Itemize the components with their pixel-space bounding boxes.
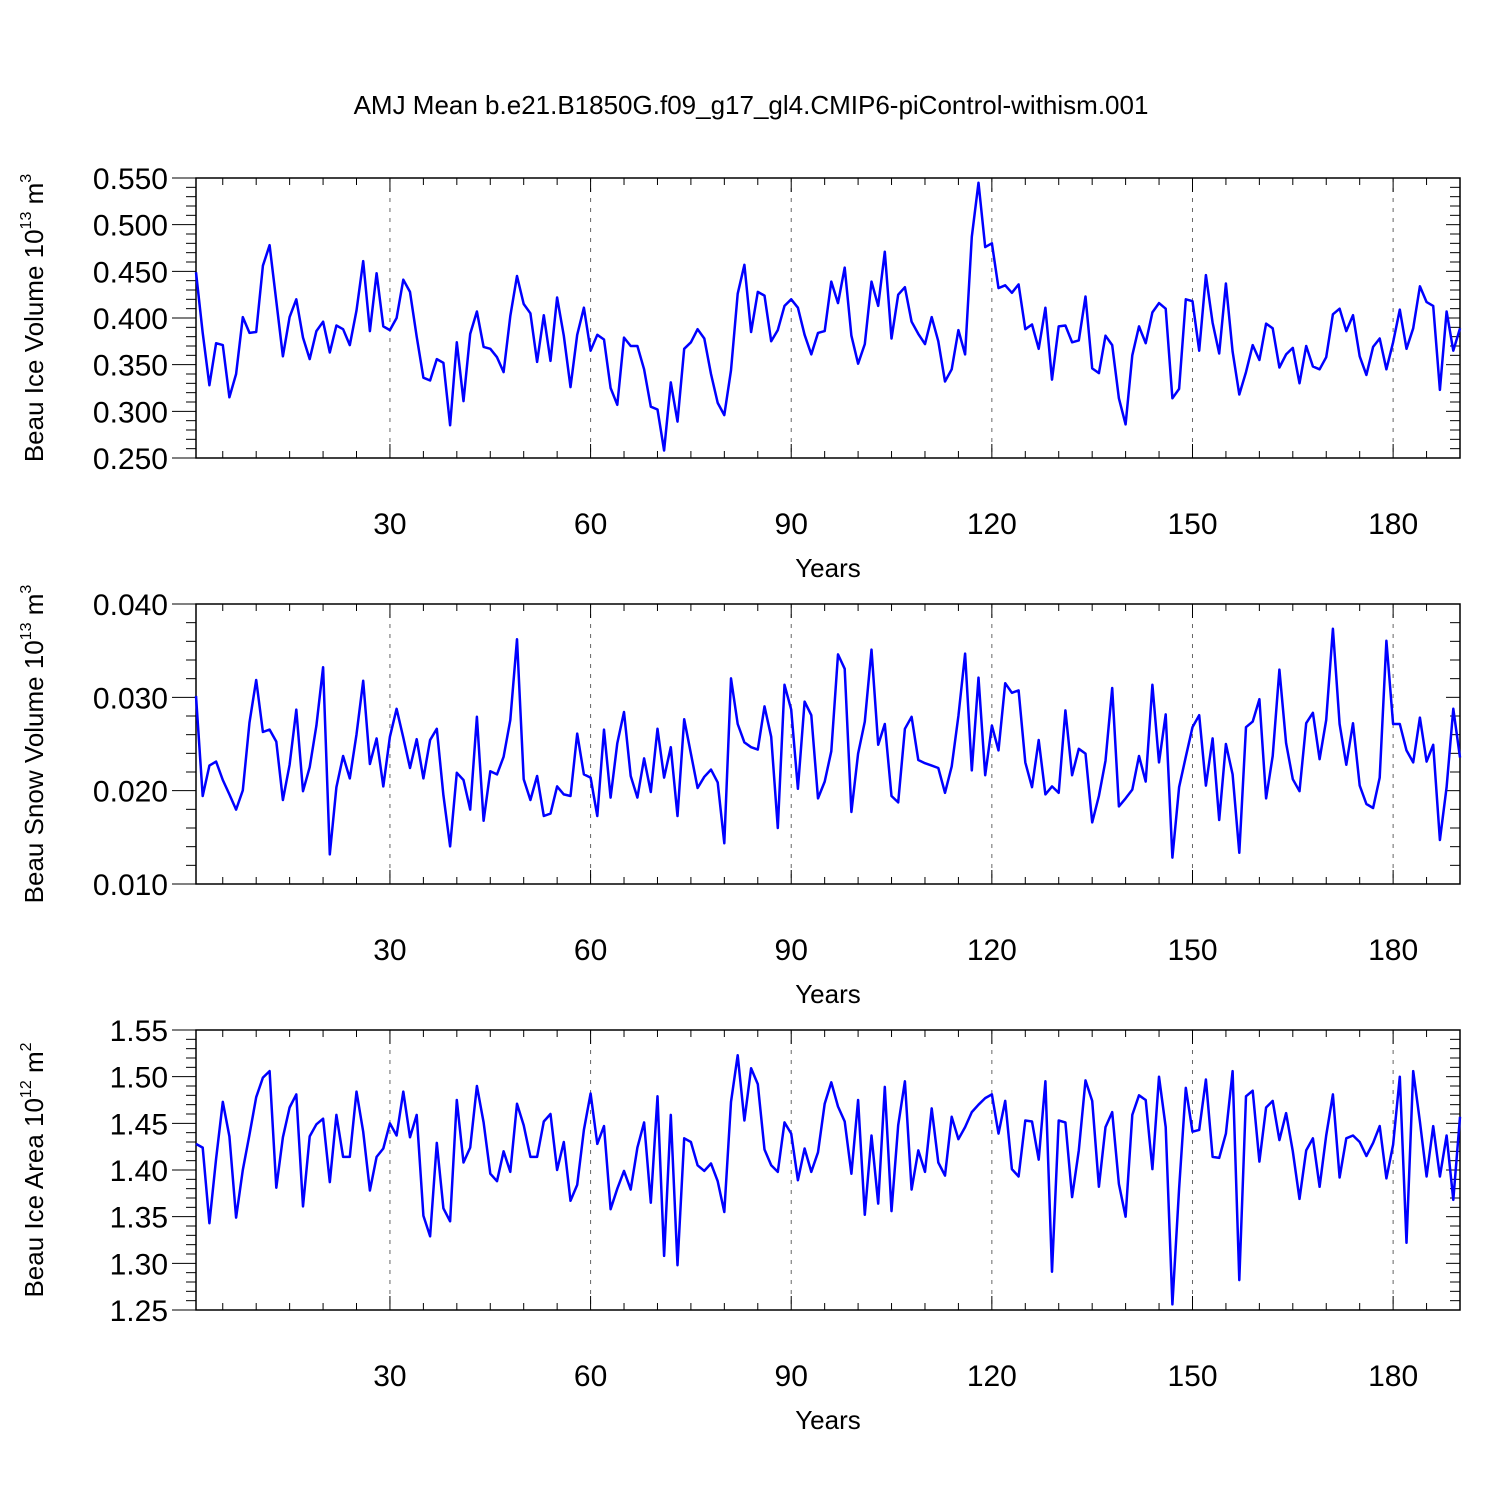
y-tick-label: 1.30 — [110, 1248, 168, 1281]
y-tick-label: 0.250 — [93, 443, 168, 476]
panel-snow-volume: 0.010 0.020 0.030 0.040 30 60 90 120 150 180 Years… — [18, 585, 1462, 1009]
plot-frame — [195, 177, 1461, 459]
y-tick-label: 0.040 — [93, 589, 168, 622]
x-tick-label: 60 — [574, 1360, 607, 1393]
y-tick-label: 0.010 — [93, 869, 168, 902]
y-axis-label: Beau Snow Volume 1013 m3 — [18, 585, 49, 904]
plot-frame — [195, 1029, 1461, 1311]
x-tick-label: 90 — [775, 1360, 808, 1393]
y-tick-label: 1.35 — [110, 1202, 168, 1235]
x-tick-label: 180 — [1368, 934, 1418, 967]
y-tick-label: 0.500 — [93, 210, 168, 243]
x-tick-label: 120 — [967, 934, 1017, 967]
x-tick-label: 180 — [1368, 508, 1418, 541]
series-line — [195, 1053, 1462, 1306]
x-tick-label: 150 — [1167, 1360, 1217, 1393]
x-tick-label: 30 — [373, 934, 406, 967]
x-axis-label: Years — [795, 979, 861, 1009]
x-tick-label: 180 — [1368, 1360, 1418, 1393]
y-tick-label: 0.030 — [93, 682, 168, 715]
y-tick-label: 0.350 — [93, 350, 168, 383]
figure-title: AMJ Mean b.e21.B1850G.f09_g17_gl4.CMIP6-… — [354, 90, 1149, 120]
x-tick-label: 90 — [775, 508, 808, 541]
x-tick-label: 30 — [373, 1360, 406, 1393]
y-tick-label: 0.550 — [93, 163, 168, 196]
x-axis-label: Years — [795, 1405, 861, 1435]
x-tick-label: 60 — [574, 934, 607, 967]
x-tick-label: 30 — [373, 508, 406, 541]
x-tick-label: 90 — [775, 934, 808, 967]
y-tick-label: 1.40 — [110, 1155, 168, 1188]
y-tick-label: 1.45 — [110, 1108, 168, 1141]
x-tick-label: 60 — [574, 508, 607, 541]
y-tick-label: 0.300 — [93, 396, 168, 429]
y-tick-label: 1.25 — [110, 1295, 168, 1328]
y-tick-label: 1.55 — [110, 1015, 168, 1048]
y-axis-label: Beau Ice Area 1012 m2 — [18, 1042, 49, 1297]
panel-ice-volume: 0.250 0.300 0.350 0.400 0.450 0.500 0.550 30 60 9… — [18, 163, 1462, 583]
y-tick-label: 0.020 — [93, 776, 168, 809]
x-tick-label: 120 — [967, 1360, 1017, 1393]
series-line — [194, 627, 1462, 859]
x-tick-label: 120 — [967, 508, 1017, 541]
x-tick-label: 150 — [1167, 934, 1217, 967]
panel-ice-area: 1.25 1.30 1.35 1.40 1.45 1.50 1.55 30 60 90 120 150… — [18, 1015, 1462, 1435]
y-tick-label: 1.50 — [110, 1062, 168, 1095]
x-tick-label: 150 — [1167, 508, 1217, 541]
y-tick-label: 0.400 — [93, 303, 168, 336]
x-axis-label: Years — [795, 553, 861, 583]
y-tick-label: 0.450 — [93, 256, 168, 289]
plot-frame — [195, 603, 1461, 885]
series-line — [194, 181, 1462, 452]
y-axis-label: Beau Ice Volume 1013 m3 — [18, 174, 49, 462]
